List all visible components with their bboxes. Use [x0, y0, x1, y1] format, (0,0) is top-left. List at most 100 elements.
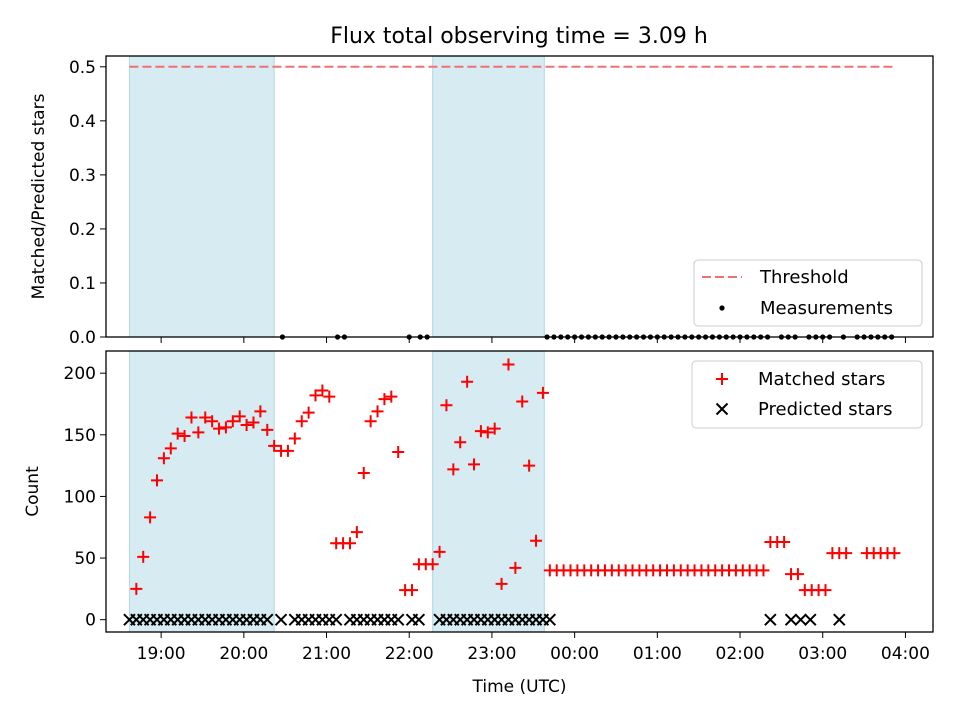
- matched-star-point: [426, 558, 439, 571]
- y-tick-label: 0.1: [69, 274, 96, 294]
- y-tick-label: 0.2: [69, 220, 96, 240]
- matched-star-point: [509, 561, 522, 574]
- matched-star-point: [178, 430, 191, 443]
- matched-star-point: [536, 386, 549, 399]
- matched-star-point: [268, 439, 281, 452]
- matched-star-point: [481, 426, 494, 439]
- matched-star-point: [233, 410, 246, 423]
- legend-matched-swatch: [716, 373, 728, 385]
- matched-star-point: [254, 405, 267, 418]
- matched-star-point: [385, 390, 398, 403]
- matched-star-point: [288, 432, 301, 445]
- y-tick-label: 100: [64, 487, 96, 507]
- predicted-star-point: [391, 613, 405, 626]
- x-tick-label: 00:00: [550, 644, 599, 664]
- shaded-interval: [432, 350, 545, 633]
- x-tick-label: 20:00: [219, 644, 268, 664]
- matched-star-point: [144, 511, 157, 524]
- matched-star-point: [474, 425, 487, 438]
- matched-star-point: [199, 411, 212, 424]
- x-tick-label: 01:00: [633, 644, 682, 664]
- bottom-panel: 0 50 100 150 200 Count 19:00 20:00 21:00 22:00 23:…: [23, 350, 934, 697]
- shaded-interval: [128, 350, 275, 633]
- predicted-star-point: [261, 613, 274, 626]
- predicted-star-point: [274, 613, 288, 626]
- x-tick-label: 03:00: [798, 644, 847, 664]
- matched-star-point: [302, 406, 315, 419]
- top-panel: 0.0 0.1 0.2 0.3 0.4 0.5 Matched/Predicted star…: [29, 55, 934, 348]
- y-tick-label: 0.0: [69, 328, 96, 348]
- matched-star-point: [488, 422, 501, 435]
- predicted-star-point: [412, 613, 426, 626]
- x-tick-label: 21:00: [302, 644, 351, 664]
- matched-star-point: [240, 418, 253, 431]
- matched-star-point: [778, 536, 791, 549]
- matched-star-point: [819, 584, 832, 597]
- matched-star-point: [433, 545, 446, 558]
- y-tick-label: 50: [74, 549, 96, 569]
- legend-box: [693, 259, 923, 327]
- matched-star-point: [461, 375, 474, 388]
- legend-predicted-swatch: [715, 402, 729, 416]
- predicted-star-point: [784, 613, 798, 626]
- matched-star-point: [364, 415, 377, 428]
- matched-star-point: [137, 550, 150, 563]
- matched-star-point: [213, 422, 226, 435]
- matched-star-point: [523, 459, 536, 472]
- legend-threshold-label: Threshold: [759, 267, 849, 288]
- plot-frame: [105, 350, 934, 633]
- matched-star-point: [454, 436, 467, 449]
- chart-title: Flux total observing time = 3.09 h: [330, 24, 708, 49]
- matched-star-point: [164, 442, 177, 455]
- plot-frame: [105, 55, 934, 338]
- matched-star-point: [219, 421, 232, 434]
- y-axis-label: Matched/Predicted stars: [29, 93, 49, 299]
- matched-star-point: [530, 534, 543, 547]
- matched-star-point: [405, 584, 418, 597]
- y-tick-label: 200: [64, 364, 96, 384]
- y-tick-label: 0.3: [69, 166, 96, 186]
- matched-star-point: [157, 452, 170, 465]
- predicted-star-point: [543, 613, 557, 626]
- matched-star-point: [357, 467, 370, 480]
- matched-star-point: [261, 423, 274, 436]
- x-tick-label: 19:00: [137, 644, 186, 664]
- y-tick-label: 0: [85, 611, 96, 631]
- legend-measurements-label: Measurements: [760, 298, 893, 319]
- predicted-star-point: [329, 613, 343, 626]
- shaded-interval: [432, 55, 545, 338]
- y-tick-label: 150: [64, 426, 96, 446]
- matched-star-point: [316, 384, 329, 397]
- x-tick-label: 04:00: [881, 644, 930, 664]
- predicted-star-point: [833, 613, 846, 626]
- matched-star-point: [447, 463, 460, 476]
- x-tick-label: 02:00: [716, 644, 765, 664]
- matched-star-point: [840, 547, 853, 560]
- y-tick-label: 0.4: [69, 112, 96, 132]
- legend-predicted-label: Predicted stars: [758, 399, 892, 420]
- matched-star-point: [226, 415, 239, 428]
- matched-star-point: [343, 537, 356, 550]
- matched-star-point: [206, 415, 219, 428]
- y-axis-label: Count: [23, 466, 43, 517]
- x-tick-label: 22:00: [385, 644, 434, 664]
- predicted-star-point: [794, 613, 807, 626]
- matched-star-point: [150, 474, 163, 487]
- matched-star-point: [888, 547, 901, 560]
- predicted-star-point: [764, 613, 777, 626]
- matched-star-point: [440, 399, 453, 412]
- matched-star-point: [192, 426, 205, 439]
- matched-star-point: [516, 395, 529, 408]
- shaded-interval: [128, 55, 275, 338]
- matched-star-point: [502, 358, 515, 371]
- matched-star-point: [392, 446, 405, 459]
- matched-star-point: [309, 389, 322, 402]
- x-tick-label: 23:00: [467, 644, 516, 664]
- y-tick-label: 0.5: [69, 58, 96, 78]
- matched-star-point: [323, 390, 336, 403]
- matched-star-point: [185, 411, 198, 424]
- predicted-star-point: [804, 613, 817, 626]
- legend-measurements-swatch: [719, 305, 725, 311]
- legend-box: [691, 360, 923, 429]
